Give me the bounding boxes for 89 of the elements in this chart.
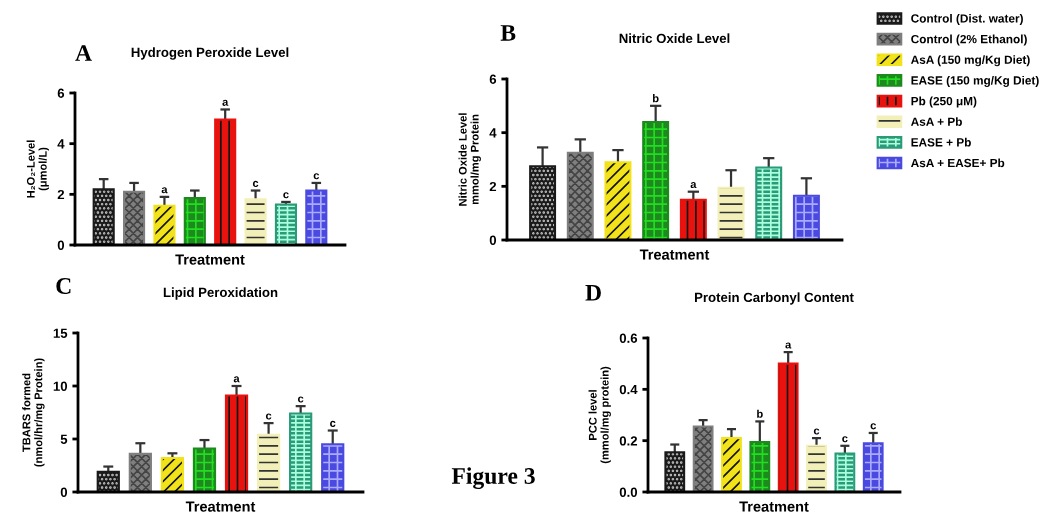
legend-label: EASE (150 mg/Kg Diet) (911, 75, 1039, 87)
bar (321, 443, 345, 492)
y-tick-label: 0 (57, 240, 65, 250)
legend-label: Control (Dist. water) (911, 13, 1023, 25)
legend-label: EASE + Pb (911, 137, 971, 147)
data-label: a (785, 342, 792, 349)
y-tick-label: 0.0 (619, 487, 638, 497)
bar (566, 151, 594, 240)
chart-title: Protein Carbonyl Content (694, 292, 854, 305)
bar (529, 165, 557, 240)
bar (792, 194, 820, 240)
y-axis-title: Nitric Oxide Level mmol/mg Protein (458, 113, 481, 206)
data-label: c (298, 396, 304, 403)
bar (721, 437, 742, 492)
y-tick-label: 0 (489, 235, 497, 245)
bar (289, 412, 313, 492)
bar (806, 444, 827, 492)
bar (92, 188, 115, 245)
text: C (56, 278, 71, 294)
data-label: c (252, 180, 259, 187)
bar (305, 189, 328, 245)
y-tick-label: 4 (57, 139, 65, 149)
bar (214, 118, 237, 245)
bar (96, 470, 120, 492)
y-tick-label: 4 (489, 128, 497, 138)
text: A (75, 45, 92, 61)
text: D (585, 285, 601, 301)
x-axis-title: Treatment (639, 249, 710, 260)
data-label: c (330, 420, 336, 427)
bar (664, 451, 686, 492)
chart-title: Lipid Peroxidation (163, 287, 278, 300)
caption: Figure 3 (451, 467, 535, 489)
bar (862, 442, 884, 492)
chart-title: Hydrogen Peroxide Level (131, 47, 289, 60)
bar (749, 440, 771, 492)
bar (224, 394, 249, 492)
y-tick-label: 0.2 (619, 436, 638, 446)
data-label: c (842, 436, 848, 443)
bar (777, 362, 799, 492)
bar (755, 166, 783, 240)
y-tick-label: 0.4 (619, 384, 638, 395)
y-tick-label: 6 (489, 74, 497, 84)
bar (692, 425, 714, 492)
bar (604, 161, 632, 240)
text: B (500, 25, 516, 41)
legend-label: AsA + Pb (910, 117, 962, 126)
bar (192, 447, 217, 492)
legend-label: Pb (250 μM) (911, 96, 977, 108)
data-label: b (653, 94, 659, 103)
bar (679, 198, 707, 240)
y-axis-title: H₂O₂-Level (μmol/L) (26, 140, 49, 198)
data-label: c (313, 173, 320, 180)
bar (183, 197, 206, 245)
data-label: c (283, 192, 289, 199)
y-tick-label: 0 (60, 487, 68, 497)
x-axis-title: Treatment (175, 254, 245, 265)
data-label: c (870, 423, 876, 430)
x-axis-title: Treatment (739, 501, 809, 512)
y-tick-label: 15 (53, 328, 68, 338)
y-tick-label: 10 (53, 381, 68, 391)
y-axis-title: TBARS formed (nmol/hr/mg Protein) (22, 358, 45, 467)
y-axis-title: PCC level (mmol/mg protein) (588, 366, 611, 464)
data-label: c (265, 413, 272, 420)
bar (123, 190, 146, 245)
bar (153, 204, 176, 245)
legend-label: AsA (150 mg/Kg Diet) (910, 55, 1030, 67)
data-label: a (233, 376, 240, 383)
y-tick-label: 6 (57, 88, 65, 98)
bar (244, 198, 267, 245)
chart-title: Nitric Oxide Level (619, 33, 730, 44)
bar (834, 452, 856, 492)
bar (274, 203, 297, 245)
y-tick-label: 2 (57, 189, 65, 200)
bar (717, 186, 745, 240)
y-tick-label: 5 (60, 434, 68, 444)
bar (642, 120, 670, 240)
data-label: a (222, 99, 229, 106)
data-label: a (690, 182, 697, 189)
bar (128, 452, 152, 492)
x-axis-title: Treatment (185, 501, 256, 512)
bar (256, 433, 281, 492)
legend-label: Control (2% Ethanol) (911, 34, 1027, 46)
data-label: b (757, 409, 763, 418)
bar (160, 457, 185, 492)
y-tick-label: 2 (489, 181, 497, 192)
y-tick-label: 0.6 (619, 333, 638, 343)
legend-label: AsA + EASE+ Pb (910, 158, 1005, 168)
data-label: a (161, 187, 168, 194)
data-label: c (813, 428, 820, 435)
